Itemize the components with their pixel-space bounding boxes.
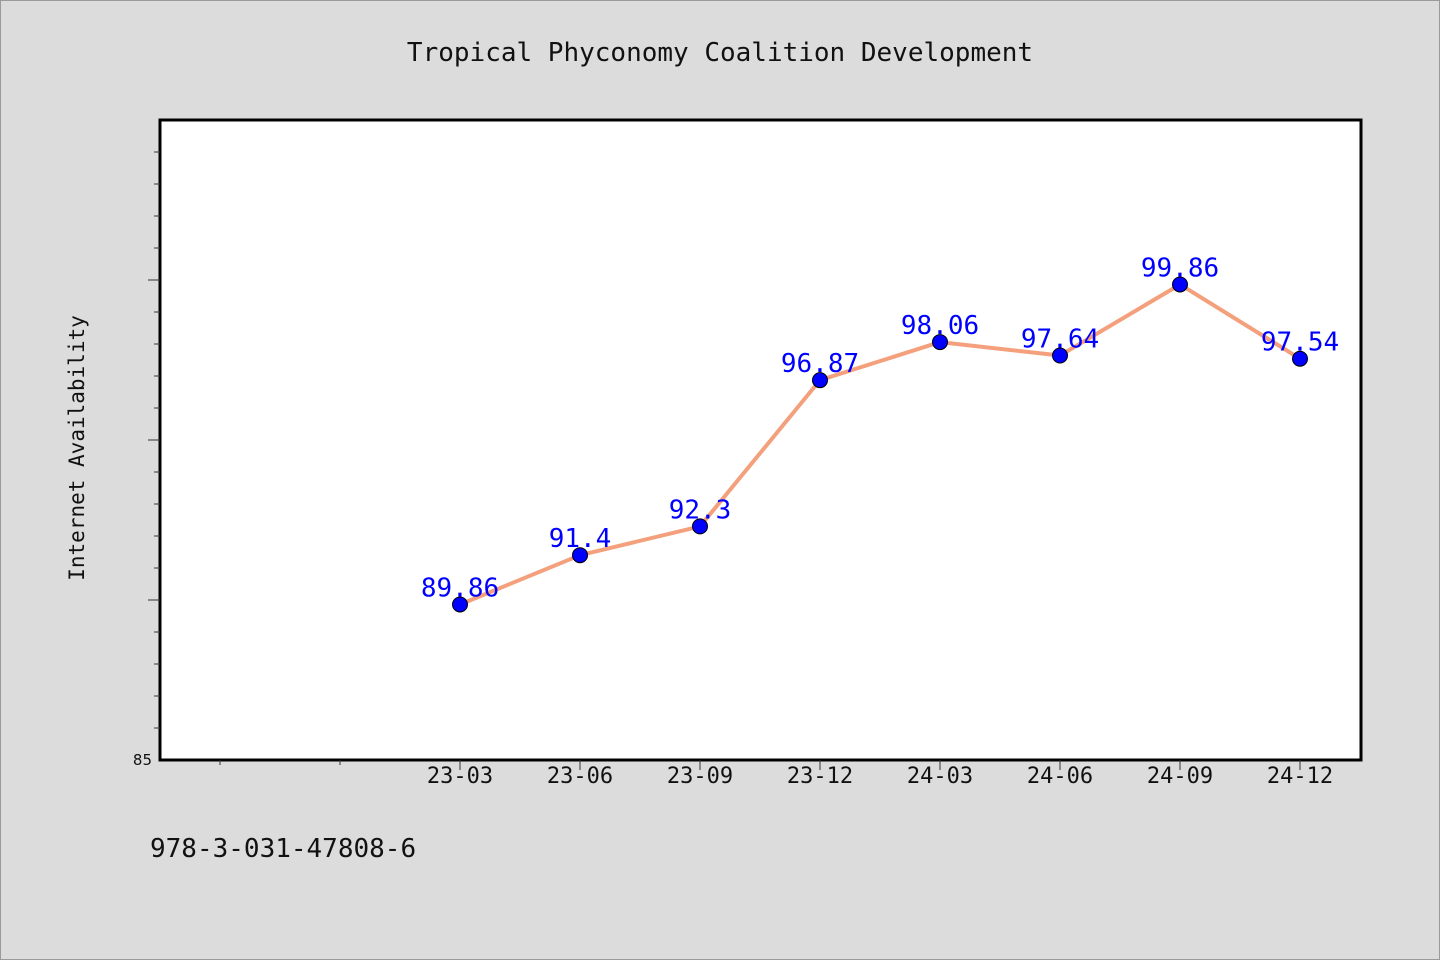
- data-point-marker: [1172, 276, 1188, 293]
- y-axis-ticks: [148, 151, 160, 729]
- x-axis-ticks: [219, 760, 1301, 770]
- series-line: [459, 282, 1302, 607]
- data-point-marker: [692, 518, 708, 535]
- data-point-marker: [1292, 350, 1308, 367]
- series-markers: [452, 276, 1308, 613]
- isbn-footer-text: 978-3-031-47808-6: [150, 834, 417, 864]
- x-tick-label: 24-09: [1147, 764, 1213, 789]
- x-tick-label: 23-06: [547, 764, 613, 789]
- y-axis-label: Internet Availability: [65, 315, 89, 581]
- x-tick-label: 23-03: [427, 764, 493, 789]
- x-axis-tick-labels: 23-03 23-06 23-09 23-12 24-03 24-06 24-09 24-12: [427, 764, 1333, 789]
- data-point-marker: [452, 596, 468, 613]
- data-label: 98.06: [901, 311, 979, 341]
- data-point-marker: [572, 547, 588, 564]
- x-tick-label: 23-12: [787, 764, 853, 789]
- data-label: 96.87: [781, 349, 859, 379]
- y-axis-tick-labels: 85: [133, 751, 152, 769]
- x-tick-label: 24-03: [907, 764, 973, 789]
- data-label: 97.54: [1261, 328, 1339, 358]
- data-point-marker: [812, 372, 828, 389]
- x-tick-label: 23-09: [667, 764, 733, 789]
- series-lines: [459, 282, 1302, 607]
- chart-title: Tropical Phyconomy Coalition Development: [407, 38, 1033, 68]
- x-tick-label: 24-06: [1027, 764, 1093, 789]
- data-point-marker: [932, 334, 948, 351]
- plot-area: [158, 118, 1363, 762]
- x-tick-label: 24-12: [1267, 764, 1333, 789]
- data-label: 91.4: [549, 524, 612, 554]
- y-tick-label: 85: [133, 751, 152, 769]
- data-label: 89.86: [421, 573, 499, 603]
- data-label: 99.86: [1141, 253, 1219, 283]
- data-labels: 89.86 91.4 92.3 96.87 98.06 97.64 99.86 97.54: [421, 253, 1339, 603]
- data-label: 97.64: [1021, 325, 1099, 355]
- data-label: 92.3: [669, 495, 732, 525]
- data-point-marker: [1052, 347, 1068, 364]
